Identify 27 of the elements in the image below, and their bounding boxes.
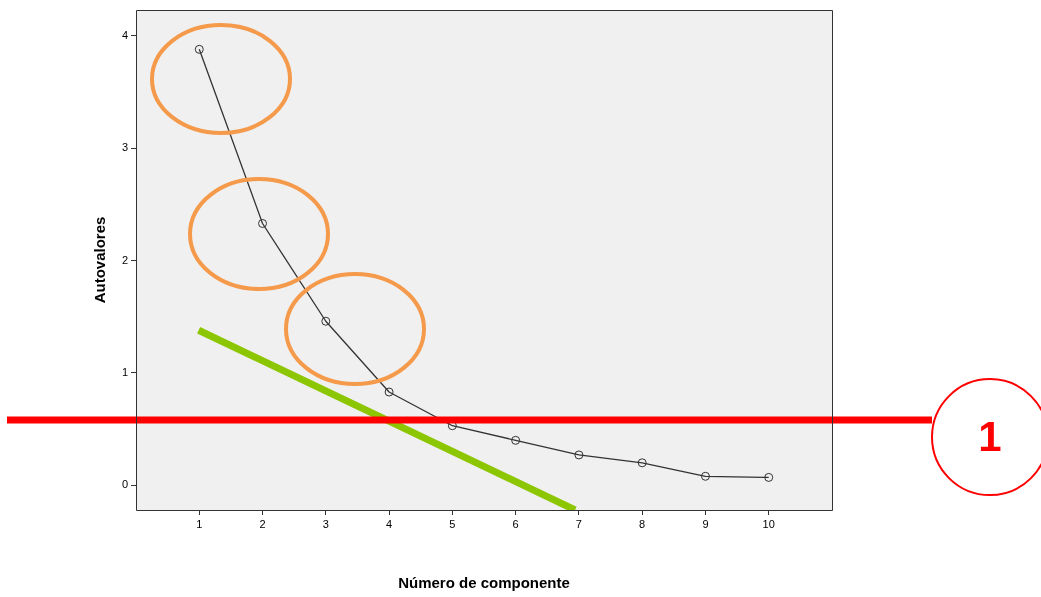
- y-tick-label: 2: [121, 253, 128, 266]
- point: [574, 450, 584, 460]
- point: [764, 472, 774, 482]
- y-axis-title: Autovalores: [91, 216, 109, 304]
- x-tick-label: 8: [639, 517, 646, 530]
- y-tick-label: 1: [121, 365, 128, 378]
- point: [321, 316, 331, 326]
- y-tick-label: 3: [121, 141, 128, 154]
- point: [700, 471, 710, 481]
- point: [384, 387, 394, 397]
- x-tick-label: 2: [259, 517, 266, 530]
- x-tick-label: 7: [575, 517, 582, 530]
- y-tick-label: 4: [121, 28, 128, 41]
- x-tick-label: 5: [449, 517, 456, 530]
- x-tick-label: 9: [702, 517, 709, 530]
- point: [258, 218, 268, 228]
- point: [637, 458, 647, 468]
- x-tick-label: 1: [196, 517, 203, 530]
- x-axis-title: Número de componente: [398, 574, 570, 592]
- x-tick-label: 6: [512, 517, 519, 530]
- x-tick-label: 10: [762, 517, 775, 530]
- x-tick-label: 3: [322, 517, 329, 530]
- ref-line-label: 1: [978, 412, 1002, 460]
- y-tick-label: 0: [121, 478, 128, 491]
- x-tick-label: 4: [386, 517, 393, 530]
- point: [194, 44, 204, 54]
- point: [511, 435, 521, 445]
